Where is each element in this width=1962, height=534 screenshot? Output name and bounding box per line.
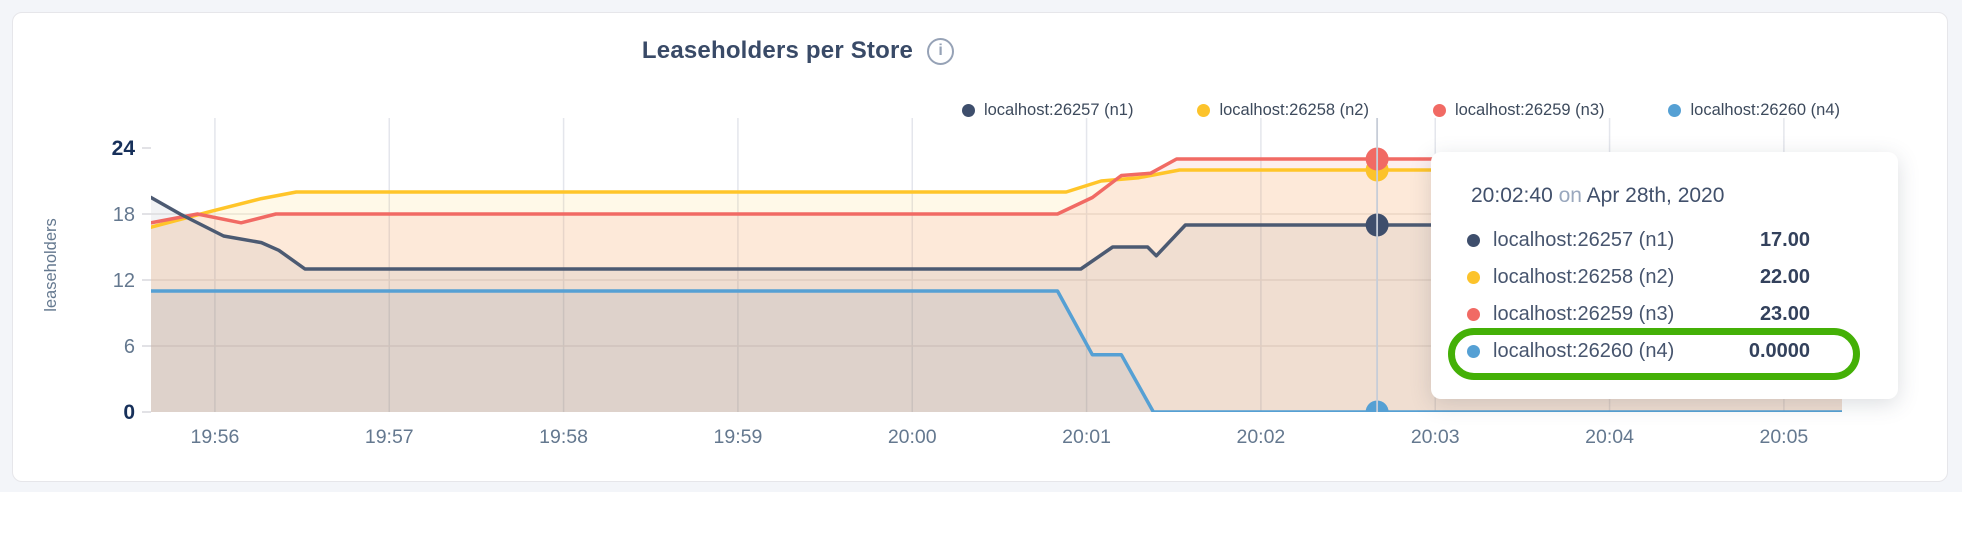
series-layer	[151, 147, 1842, 412]
y-axis-label: leaseholders	[42, 218, 60, 312]
y-tick-label: 6	[124, 336, 135, 358]
tooltip-row-n3: localhost:26259 (n3) 23.00	[1431, 296, 1898, 333]
tooltip-row-n1: localhost:26257 (n1) 17.00	[1431, 222, 1898, 259]
legend-dot-icon	[1432, 104, 1446, 117]
series-line-n4	[151, 289, 1842, 412]
leaseholders-chart-plot-area[interactable]: 0 6 12 18 24 19:56 19:57 19:58 19:59 20:00 20:01 20…	[13, 13, 1949, 483]
x-tick-label: 19:56	[191, 426, 240, 448]
tooltip-series-value: 23.00	[1759, 303, 1810, 325]
x-tick-label: 20:03	[1411, 426, 1460, 448]
y-tick-label: 18	[113, 204, 135, 226]
x-tick-label: 19:57	[365, 426, 414, 448]
tooltip-conjunction: on	[1558, 184, 1582, 207]
legend-dot-icon	[961, 104, 975, 117]
legend-label: localhost:26257 (n1)	[983, 101, 1134, 119]
series-line-n2	[151, 168, 1842, 229]
legend-label: localhost:26260 (n4)	[1690, 101, 1840, 119]
hover-tooltip: 20:02:40 on Apr 28th, 2020 localhost:262…	[1431, 152, 1898, 399]
x-tick-label: 19:58	[539, 426, 588, 448]
chart-card: Leaseholders per Store i localhost:26257…	[12, 12, 1948, 482]
x-tick-label: 20:04	[1585, 426, 1634, 448]
legend-label: localhost:26259 (n3)	[1454, 101, 1605, 119]
tooltip-series-dot-icon	[1467, 271, 1480, 284]
tooltip-series-name: localhost:26259 (n3)	[1493, 303, 1675, 325]
y-tick-label: 24	[112, 137, 136, 160]
series-line-n3	[151, 157, 1842, 225]
series-area-n3	[151, 159, 1842, 412]
y-tick-label: 12	[113, 270, 135, 292]
legend-item-n1[interactable]: localhost:26257 (n1)	[961, 101, 1134, 120]
tooltip-series-value: 22.00	[1759, 266, 1810, 288]
series-area-n4	[151, 291, 1842, 412]
tooltip-series-dot-icon	[1467, 234, 1480, 247]
tooltip-date: Apr 28th, 2020	[1586, 184, 1725, 207]
x-tick-label: 20:02	[1236, 426, 1285, 448]
legend-item-n2[interactable]: localhost:26258 (n2)	[1197, 101, 1369, 120]
legend-dot-icon	[1668, 104, 1682, 117]
tooltip-series-name: localhost:26257 (n1)	[1493, 229, 1675, 251]
y-tick-label: 0	[123, 401, 135, 424]
chart-title: Leaseholders per Store	[641, 37, 914, 64]
series-line-n1	[151, 195, 1842, 271]
tooltip-timestamp: 20:02:40 on Apr 28th, 2020	[1431, 184, 1898, 208]
info-icon[interactable]: i	[927, 37, 955, 65]
legend-dot-icon	[1197, 104, 1211, 117]
tooltip-row-n4: localhost:26260 (n4) 0.0000	[1431, 333, 1898, 370]
series-area-n1	[151, 197, 1842, 412]
legend-item-n3[interactable]: localhost:26259 (n3)	[1432, 101, 1605, 120]
tooltip-series-dot-icon	[1467, 345, 1480, 358]
legend-label: localhost:26258 (n2)	[1219, 101, 1369, 119]
tooltip-series-value: 0.0000	[1748, 340, 1810, 362]
tooltip-series-name: localhost:26258 (n2)	[1493, 266, 1675, 288]
tooltip-rows: localhost:26257 (n1) 17.00 localhost:26258…	[1431, 222, 1898, 370]
tooltip-series-name: localhost:26260 (n4)	[1493, 340, 1675, 362]
tooltip-row-n2: localhost:26258 (n2) 22.00	[1431, 259, 1898, 296]
x-tick-label: 20:01	[1062, 426, 1111, 448]
x-tick-label: 20:00	[888, 426, 937, 448]
chart-header: Leaseholders per Store i	[13, 37, 1583, 65]
tooltip-series-dot-icon	[1467, 308, 1480, 321]
x-tick-label: 19:59	[714, 426, 763, 448]
chart-legend: localhost:26257 (n1) localhost:26258 (n2)…	[961, 101, 1840, 120]
x-tick-label: 20:05	[1759, 426, 1808, 448]
tooltip-time: 20:02:40	[1471, 184, 1553, 207]
legend-item-n4[interactable]: localhost:26260 (n4)	[1668, 101, 1840, 120]
tooltip-series-value: 17.00	[1759, 229, 1810, 251]
